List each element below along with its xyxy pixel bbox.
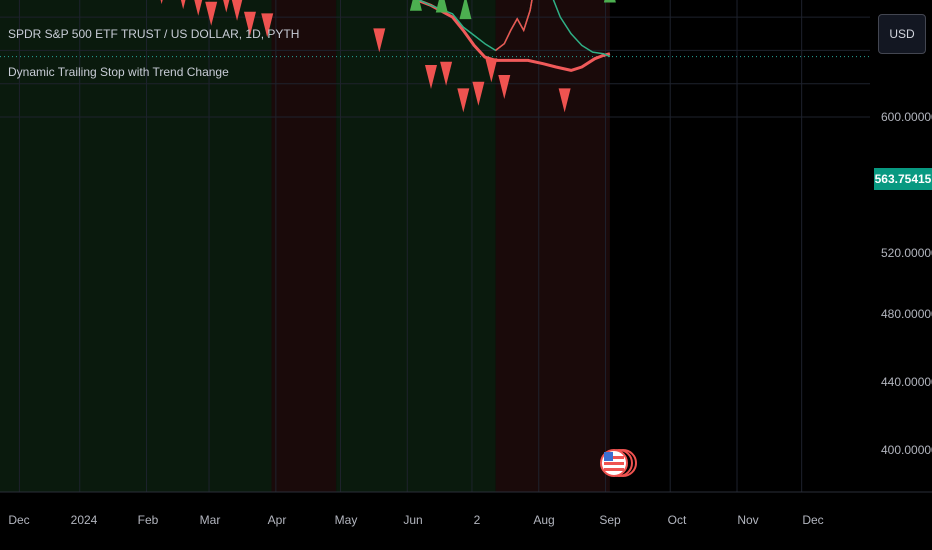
sell-marker xyxy=(485,58,498,83)
y-tick-label: 520.00000 xyxy=(881,246,932,260)
sell-marker xyxy=(373,28,386,53)
sell-marker xyxy=(472,81,485,106)
sell-marker xyxy=(457,88,470,113)
sell-marker xyxy=(425,65,437,90)
y-tick-label: 480.00000 xyxy=(881,307,932,321)
x-tick-label: 2024 xyxy=(70,513,98,527)
sell-marker xyxy=(160,0,163,5)
trend-band-bull xyxy=(0,0,272,492)
x-tick-label: Oct xyxy=(667,513,687,527)
buy-marker xyxy=(603,0,616,3)
x-tick-label: Mar xyxy=(199,513,221,527)
x-tick-label: May xyxy=(334,513,358,527)
buy-marker xyxy=(409,0,422,11)
trailing-stop-line xyxy=(412,0,611,72)
x-tick-label: 2 xyxy=(473,513,481,527)
last-price-badge: 563.75415 xyxy=(874,168,932,190)
x-tick-label: Apr xyxy=(267,513,287,527)
x-tick-label: Nov xyxy=(737,513,759,527)
x-tick-label: Feb xyxy=(137,513,159,527)
sell-marker xyxy=(558,88,571,113)
y-tick-label: 600.00000 xyxy=(881,110,932,124)
x-tick-label: Dec xyxy=(802,513,824,527)
chart-title: SPDR S&P 500 ETF TRUST / US DOLLAR, 1D, … xyxy=(8,27,300,41)
sell-marker xyxy=(440,61,453,86)
buy-marker xyxy=(459,0,472,20)
sell-marker xyxy=(498,75,511,100)
x-tick-label: Jun xyxy=(403,513,423,527)
sell-marker xyxy=(231,0,243,21)
y-tick-label: 400.00000 xyxy=(881,443,932,457)
x-tick-label: Dec xyxy=(8,513,30,527)
x-tick-label: Sep xyxy=(599,513,621,527)
sell-marker xyxy=(180,0,186,10)
buy-marker xyxy=(435,0,448,13)
x-tick-label: Aug xyxy=(533,513,555,527)
sell-marker xyxy=(261,13,274,38)
trend-band-bull xyxy=(336,0,496,492)
indicator-label[interactable]: Dynamic Trailing Stop with Trend Change xyxy=(8,65,229,79)
currency-button[interactable]: USD xyxy=(878,14,926,54)
y-tick-label: 440.00000 xyxy=(881,375,932,389)
us-flag-events-icon[interactable] xyxy=(600,449,637,477)
price-line-bear-segment xyxy=(495,0,533,51)
sell-marker xyxy=(223,0,230,13)
sell-marker xyxy=(205,1,218,26)
sell-marker xyxy=(194,0,203,16)
sell-marker xyxy=(243,11,256,36)
trend-band-bear xyxy=(271,0,337,492)
trend-band-bear xyxy=(495,0,610,492)
